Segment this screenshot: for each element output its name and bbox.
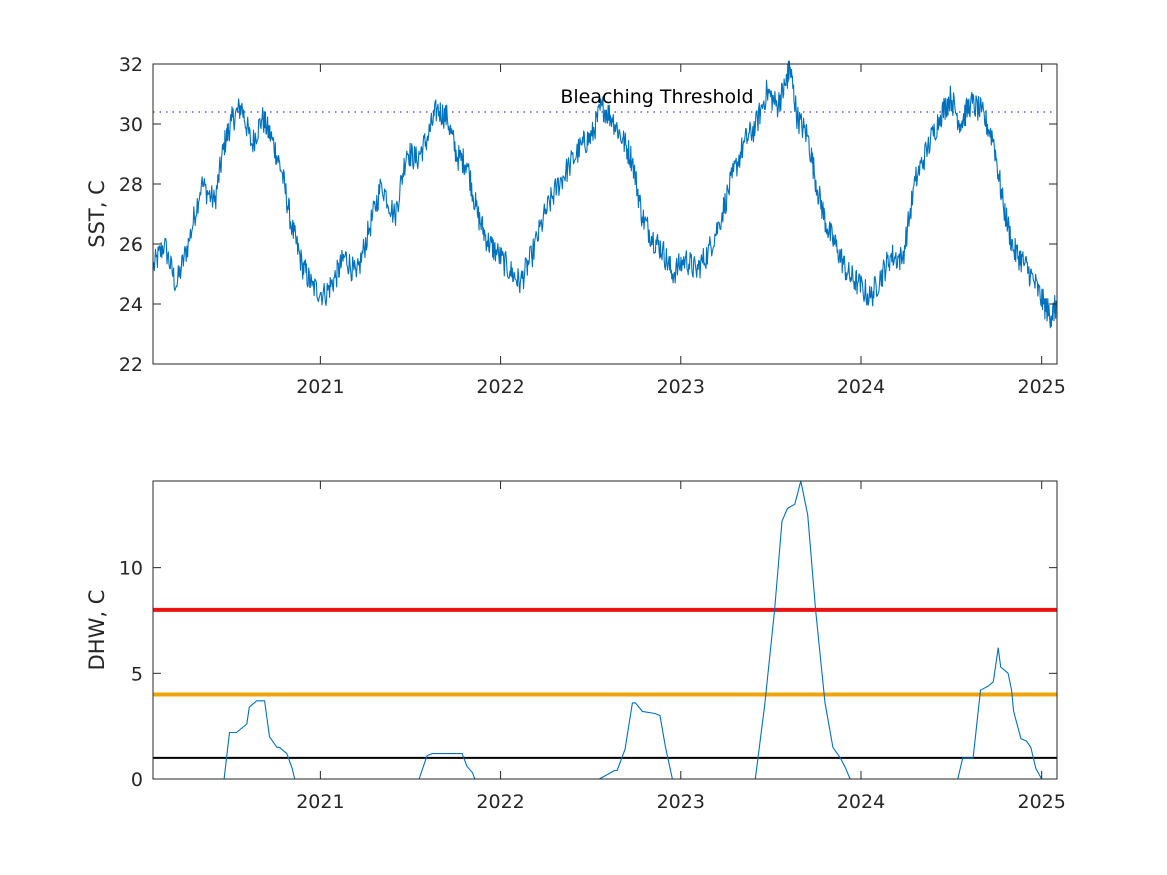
dhw-ticks: 0 5 10 2021 2022 2023 2024 2025	[119, 481, 1066, 813]
sst-x-tick-label: 2022	[476, 376, 524, 398]
sst-y-tick-label: 24	[119, 294, 143, 316]
sst-x-tick-label: 2021	[296, 376, 344, 398]
dhw-y-tick-label: 10	[119, 558, 143, 580]
sst-series	[152, 60, 1058, 329]
sst-ticks: 22 24 26 28 30 32 2021 2022 2023 2024 2025	[119, 54, 1066, 398]
dhw-x-tick-label: 2022	[476, 791, 524, 813]
dhw-panel: 0 5 10 2021 2022 2023 2024 2025 DHW, C	[85, 480, 1066, 813]
dhw-plot-area	[153, 481, 1057, 779]
dhw-x-tick-label: 2025	[1018, 791, 1066, 813]
dhw-y-tick-label: 0	[131, 769, 143, 791]
sst-y-tick-label: 26	[119, 234, 143, 256]
dhw-reference-lines	[153, 607, 1057, 759]
dhw-axes-box	[152, 480, 1058, 780]
dhw-x-tick-label: 2023	[657, 791, 705, 813]
sst-panel: 22 24 26 28 30 32 2021 2022 2023 2024 2025 Bleachi…	[85, 54, 1066, 398]
sst-series-line-0	[152, 60, 1058, 329]
dhw-x-tick-label: 2024	[837, 791, 885, 813]
sst-y-tick-label: 28	[119, 174, 143, 196]
dhw-x-tick-label: 2021	[296, 791, 344, 813]
sst-annotations: Bleaching Threshold	[560, 86, 753, 108]
sst-plot-area	[153, 64, 1057, 364]
sst-y-tick-label: 32	[119, 54, 143, 76]
sst-x-tick-label: 2025	[1018, 376, 1066, 398]
sst-annotation-label: Bleaching Threshold	[560, 86, 753, 108]
sst-axes-box	[152, 63, 1058, 365]
sst-x-tick-label: 2023	[657, 376, 705, 398]
sst-y-axis-label: SST, C	[85, 180, 109, 248]
sst-y-tick-label: 22	[119, 354, 143, 376]
dhw-y-tick-label: 5	[131, 663, 143, 685]
sst-x-tick-label: 2024	[837, 376, 885, 398]
sst-y-tick-label: 30	[119, 114, 143, 136]
dhw-y-axis-label: DHW, C	[85, 590, 109, 671]
